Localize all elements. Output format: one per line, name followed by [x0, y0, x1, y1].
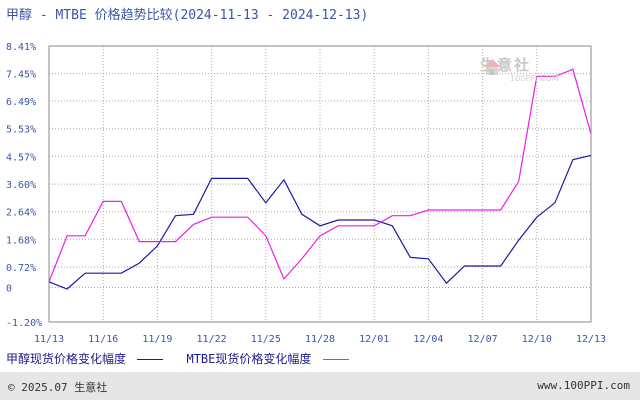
watermark-logo-icon — [482, 57, 502, 77]
x-tick-label: 11/28 — [305, 334, 335, 345]
watermark-text: 生意社 — [480, 56, 532, 74]
series-lines — [48, 68, 592, 290]
x-tick-label: 11/16 — [88, 334, 118, 345]
legend-swatch-methanol — [137, 359, 164, 360]
y-tick-label: 0 — [6, 284, 12, 295]
y-tick-label: 0.72% — [6, 263, 36, 274]
x-tick-label: 12/07 — [468, 334, 498, 345]
footer-site-link[interactable]: www.100PPI.com — [537, 379, 630, 392]
series-line-mtbe — [48, 68, 592, 283]
x-tick-label: 11/13 — [34, 334, 64, 345]
y-tick-label: 1.68% — [6, 235, 36, 246]
x-tick-label: 11/25 — [251, 334, 281, 345]
x-tick-label: 12/13 — [576, 334, 606, 345]
x-axis-ticks: 11/13 11/16 11/19 11/22 11/25 11/28 12/01 12/04… — [34, 334, 606, 345]
legend-label-methanol: 甲醇现货价格变化幅度 — [6, 352, 127, 366]
x-tick-label: 12/10 — [522, 334, 552, 345]
x-tick-label: 11/19 — [142, 334, 172, 345]
x-tick-label: 12/04 — [413, 334, 443, 345]
watermark-subtext: 100PPI.COM — [510, 74, 559, 83]
y-tick-label: 2.64% — [6, 208, 36, 219]
series-line-methanol — [48, 154, 592, 290]
footer-bar: © 2025.07 生意社 www.100PPI.com — [0, 372, 640, 400]
y-tick-label: 4.57% — [6, 152, 36, 163]
y-tick-label: 8.41% — [6, 42, 36, 53]
legend-label-mtbe: MTBE现货价格变化幅度 — [186, 352, 312, 366]
x-tick-label: 11/22 — [197, 334, 227, 345]
y-tick-label: 6.49% — [6, 97, 36, 108]
legend-item-mtbe: MTBE现货价格变化幅度 — [186, 350, 349, 367]
y-axis-ticks: 8.41% 7.45% 6.49% 5.53% 4.57% 3.60% 2.64% 1.68%… — [6, 42, 42, 329]
footer-copyright: © 2025.07 生意社 — [8, 381, 108, 394]
plot-frame — [48, 45, 592, 323]
y-tick-label: 5.53% — [6, 125, 36, 136]
y-tick-label: 7.45% — [6, 70, 36, 81]
y-tick-label: 3.60% — [6, 180, 36, 191]
y-tick-label: -1.20% — [6, 318, 42, 329]
chart-title: 甲醇 - MTBE 价格趋势比较(2024-11-13 - 2024-12-13… — [6, 8, 369, 23]
x-tick-label: 12/01 — [359, 334, 389, 345]
legend-item-methanol: 甲醇现货价格变化幅度 — [6, 350, 164, 367]
grid-lines — [48, 45, 592, 323]
legend-swatch-mtbe — [322, 359, 349, 360]
chart-legend: 甲醇现货价格变化幅度 MTBE现货价格变化幅度 — [6, 350, 365, 367]
